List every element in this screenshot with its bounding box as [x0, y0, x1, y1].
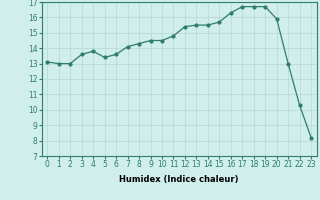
X-axis label: Humidex (Indice chaleur): Humidex (Indice chaleur)	[119, 175, 239, 184]
